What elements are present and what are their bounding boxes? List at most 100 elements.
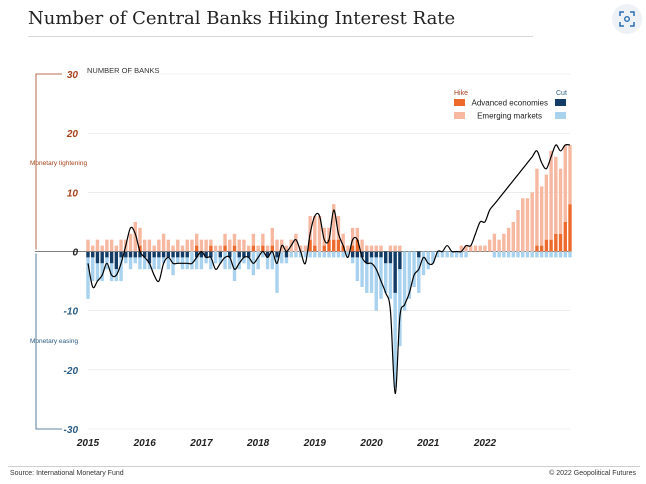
bar-emerging-cut — [379, 257, 383, 299]
bar-emerging-hike — [558, 168, 563, 234]
bar-emerging-cut — [464, 251, 468, 258]
source-note: Source: International Monetary Fund — [10, 470, 124, 477]
bar-emerging-cut — [313, 251, 317, 258]
bar-emerging-cut — [492, 251, 497, 258]
bar-emerging-cut — [563, 251, 567, 258]
bar-emerging-hike — [119, 239, 123, 252]
bar-advanced-cut — [237, 251, 241, 258]
bar-emerging-cut — [294, 251, 298, 258]
bar-emerging-cut — [95, 263, 100, 282]
y-tick-label: 20 — [66, 129, 79, 140]
legend-cut-header: Cut — [556, 90, 567, 97]
bar-emerging-hike — [464, 245, 468, 252]
bar-emerging-cut — [558, 251, 563, 258]
bar-emerging-cut — [161, 257, 166, 264]
bar-emerging-hike — [128, 233, 133, 252]
bar-emerging-cut — [502, 251, 506, 258]
bar-emerging-hike — [398, 245, 402, 252]
bar-advanced-cut — [124, 251, 128, 258]
bar-emerging-hike — [393, 245, 397, 252]
bar-emerging-hike — [100, 245, 104, 252]
bar-emerging-cut — [171, 257, 175, 276]
bar-emerging-hike — [313, 216, 317, 246]
bar-advanced-cut — [95, 251, 100, 264]
bar-advanced-cut — [369, 251, 374, 258]
bar-emerging-cut — [143, 257, 147, 270]
bar-emerging-cut — [417, 257, 421, 293]
bar-emerging-cut — [166, 257, 171, 270]
bar-emerging-cut — [407, 251, 412, 299]
bar-emerging-hike — [138, 227, 142, 246]
bar-advanced-cut — [171, 251, 175, 258]
bar-emerging-hike — [143, 239, 147, 252]
lens-scan-icon[interactable] — [612, 4, 642, 34]
bar-emerging-cut — [426, 251, 430, 270]
bar-advanced-cut — [365, 251, 369, 264]
bar-emerging-hike — [251, 233, 256, 246]
bar-emerging-cut — [346, 251, 350, 258]
bar-emerging-hike — [530, 192, 534, 252]
bar-advanced-cut — [204, 251, 208, 258]
bar-advanced-hike — [336, 239, 341, 252]
bar-advanced-cut — [384, 251, 388, 264]
y-tick-label: 30 — [67, 70, 79, 81]
bar-advanced-cut — [393, 251, 397, 293]
bar-emerging-cut — [265, 257, 270, 270]
bar-advanced-hike — [322, 245, 326, 252]
bar-emerging-hike — [350, 227, 355, 246]
bar-emerging-cut — [100, 263, 104, 282]
bar-advanced-cut — [161, 251, 166, 258]
bar-advanced-cut — [284, 251, 289, 258]
bar-advanced-cut — [388, 251, 393, 264]
bar-emerging-hike — [209, 239, 213, 246]
bar-emerging-hike — [176, 239, 180, 252]
bar-emerging-cut — [218, 257, 223, 264]
bar-emerging-cut — [554, 251, 558, 258]
bar-emerging-hike — [317, 216, 322, 252]
bar-emerging-cut — [369, 257, 374, 293]
bar-emerging-hike — [506, 227, 511, 252]
bar-advanced-hike — [554, 233, 558, 252]
bar-emerging-hike — [303, 245, 308, 252]
bar-emerging-hike — [237, 239, 241, 252]
bar-advanced-cut — [138, 251, 142, 258]
bar-emerging-cut — [223, 251, 227, 270]
bar-advanced-hike — [270, 245, 274, 252]
bar-advanced-hike — [549, 239, 553, 252]
bar-advanced-hike — [341, 245, 345, 252]
bar-emerging-hike — [294, 233, 298, 252]
bar-emerging-cut — [246, 257, 251, 270]
bar-emerging-cut — [147, 263, 152, 270]
bar-emerging-hike — [152, 245, 156, 252]
bar-emerging-hike — [492, 233, 497, 252]
bar-emerging-hike — [190, 239, 194, 252]
bar-emerging-cut — [549, 251, 553, 258]
x-tick-label: 2016 — [133, 438, 157, 449]
bar-emerging-hike — [568, 145, 572, 205]
bar-emerging-hike — [341, 233, 345, 246]
bar-advanced-cut — [379, 251, 383, 258]
bar-advanced-hike — [251, 245, 256, 252]
bar-emerging-cut — [568, 251, 572, 258]
bar-advanced-hike — [138, 245, 142, 252]
bar-advanced-cut — [128, 251, 133, 258]
bar-emerging-cut — [228, 257, 232, 270]
y-tick-label: 10 — [67, 188, 79, 199]
bar-advanced-hike — [194, 245, 199, 252]
bar-advanced-cut — [209, 251, 213, 258]
bar-emerging-cut — [261, 251, 265, 258]
bar-advanced-cut — [176, 251, 180, 258]
bar-emerging-hike — [502, 233, 506, 252]
bar-emerging-cut — [393, 292, 397, 388]
bar-advanced-cut — [417, 251, 421, 258]
bar-advanced-cut — [147, 251, 152, 264]
bar-emerging-cut — [360, 257, 364, 287]
bar-advanced-hike — [535, 245, 539, 252]
bar-emerging-hike — [322, 227, 326, 246]
bar-emerging-hike — [511, 221, 515, 252]
bar-emerging-hike — [535, 168, 539, 246]
bar-emerging-hike — [284, 245, 289, 252]
legend-adv-cut-swatch — [555, 99, 566, 106]
bar-advanced-cut — [246, 251, 251, 258]
bar-emerging-cut — [535, 251, 539, 258]
